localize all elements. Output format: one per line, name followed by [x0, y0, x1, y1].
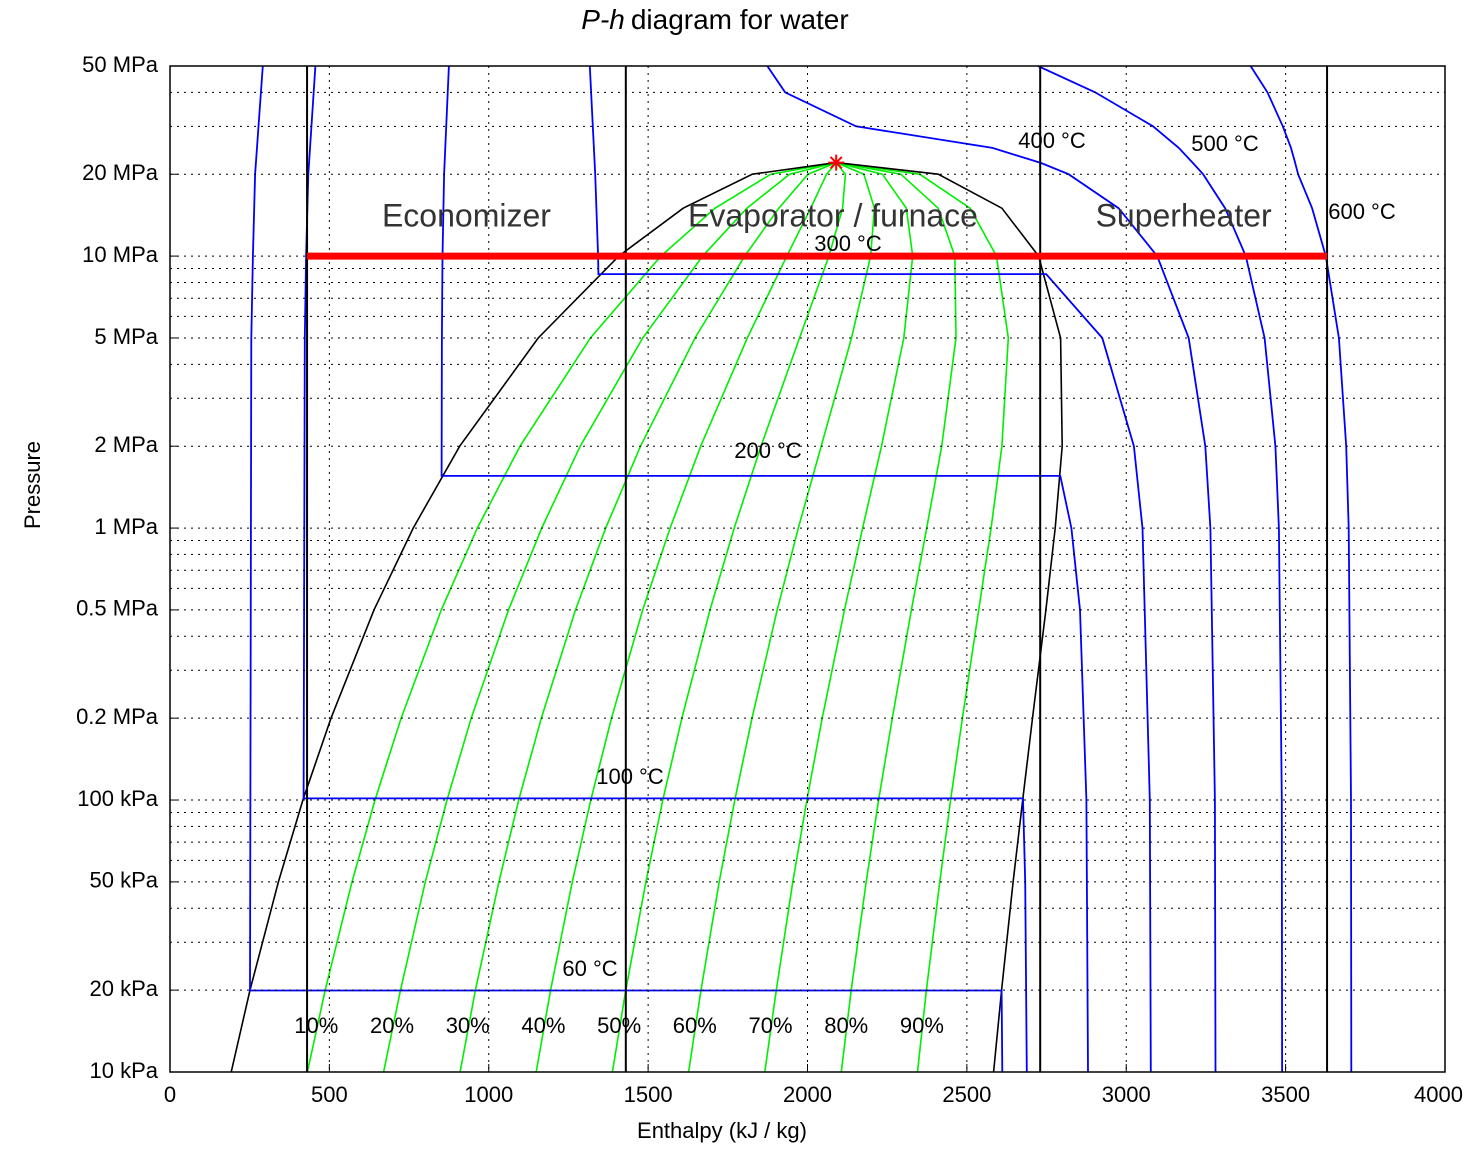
title-text: diagram for water: [631, 4, 849, 35]
quality-line: [611, 162, 847, 1072]
y-tick-label: 10 kPa: [90, 1058, 159, 1083]
saturated-liquid-line: [230, 161, 837, 1072]
chart-title: P-h diagram for water: [581, 4, 848, 35]
quality-line: [535, 162, 837, 1072]
x-tick-label: 4000: [1414, 1082, 1463, 1107]
quality-label: 40%: [521, 1013, 565, 1038]
x-tick-label: 2500: [942, 1082, 991, 1107]
isotherm-label: 60 °C: [562, 956, 617, 981]
isotherm: [1037, 66, 1283, 1072]
critical-point: [828, 154, 845, 171]
quality-label: 20%: [370, 1013, 414, 1038]
isotherm: [440, 66, 1089, 1072]
y-tick-label: 50 MPa: [82, 52, 159, 77]
x-axis-label: Enthalpy (kJ / kg): [637, 1118, 807, 1143]
quality-label: 70%: [749, 1013, 793, 1038]
isotherm-label: 600 °C: [1328, 199, 1396, 224]
isotherm: [1249, 66, 1353, 1072]
isotherm-label: 500 °C: [1191, 131, 1259, 156]
y-tick-label: 1 MPa: [94, 514, 158, 539]
x-tick-label: 3000: [1102, 1082, 1151, 1107]
y-tick-label: 5 MPa: [94, 324, 158, 349]
region-label: Economizer: [382, 197, 551, 233]
quality-line: [836, 161, 1010, 1072]
x-tick-label: 500: [311, 1082, 348, 1107]
y-tick-label: 10 MPa: [82, 242, 159, 267]
x-tick-label: 3500: [1261, 1082, 1310, 1107]
quality-label: 10%: [294, 1013, 338, 1038]
quality-label: 50%: [597, 1013, 641, 1038]
region-label: Superheater: [1096, 197, 1272, 233]
region-label: Evaporator / furnace: [688, 197, 978, 233]
y-tick-label: 100 kPa: [77, 786, 158, 811]
y-tick-label: 20 MPa: [82, 160, 159, 185]
x-tick-label: 2000: [783, 1082, 832, 1107]
title-symbol: P-h: [581, 4, 625, 35]
quality-label: 60%: [673, 1013, 717, 1038]
isotherm-label: 200 °C: [734, 438, 802, 463]
y-tick-label: 50 kPa: [90, 868, 159, 893]
quality-line: [687, 161, 876, 1072]
x-tick-label: 1500: [624, 1082, 673, 1107]
y-tick-label: 0.2 MPa: [76, 704, 159, 729]
quality-label: 30%: [446, 1013, 490, 1038]
y-tick-label: 0.5 MPa: [76, 596, 159, 621]
isotherm: [588, 66, 1152, 1072]
quality-label: 80%: [824, 1013, 868, 1038]
plot-frame: [169, 65, 1446, 1073]
x-tick-label: 1000: [464, 1082, 513, 1107]
isotherm-label: 100 °C: [596, 764, 664, 789]
x-tick-label: 0: [164, 1082, 176, 1107]
y-tick-label: 20 kPa: [90, 976, 159, 1001]
y-tick-label: 2 MPa: [94, 432, 158, 457]
saturated-vapor-line: [836, 161, 1064, 1072]
isotherm-label: 300 °C: [814, 231, 882, 256]
y-axis-label: Pressure: [20, 441, 45, 529]
quality-line: [764, 161, 914, 1072]
quality-label: 90%: [900, 1013, 944, 1038]
isotherm-label: 400 °C: [1018, 128, 1086, 153]
